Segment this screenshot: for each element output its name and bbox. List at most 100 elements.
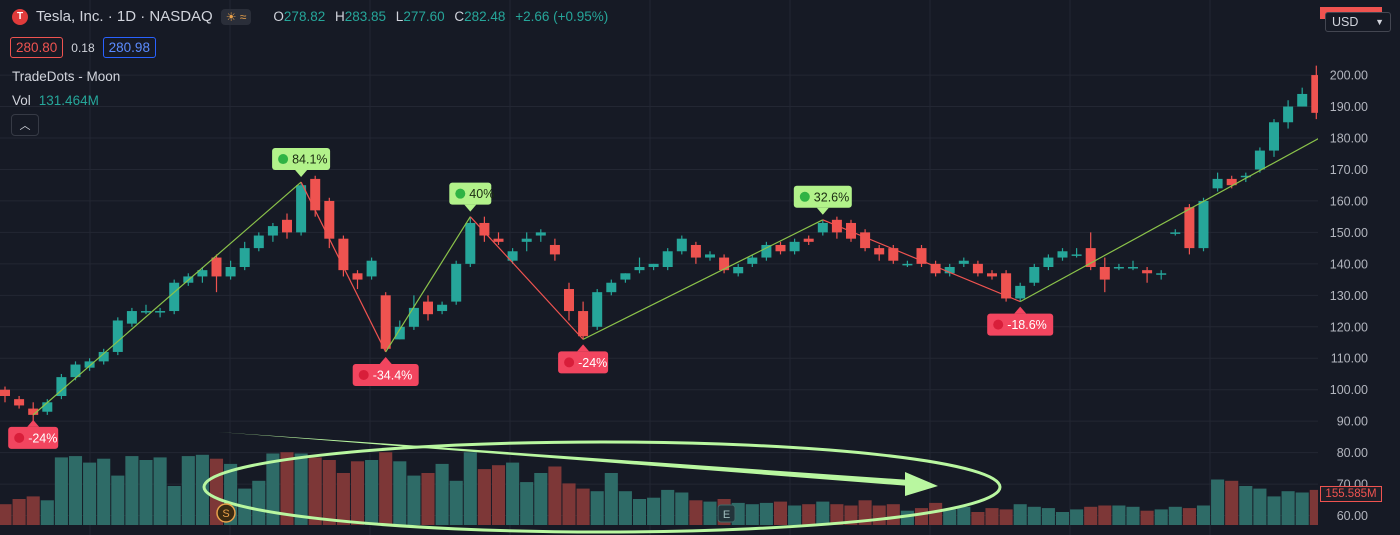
high-value: 283.85 bbox=[344, 9, 387, 24]
pivot-label-text: -34.4% bbox=[373, 368, 413, 382]
volume-bar bbox=[844, 505, 858, 525]
volume-bar bbox=[914, 508, 929, 525]
volume-bar bbox=[1055, 512, 1070, 525]
candle-body bbox=[1170, 232, 1181, 234]
low-label: L bbox=[395, 9, 404, 24]
volume-label: Vol bbox=[12, 93, 31, 108]
volume-bar bbox=[40, 500, 54, 525]
candle-body bbox=[958, 260, 969, 264]
collapse-legend-button[interactable]: ︿ bbox=[11, 114, 39, 136]
candle-body bbox=[944, 267, 955, 274]
pivot-label[interactable]: 32.6% bbox=[793, 185, 852, 215]
candle-body bbox=[817, 222, 828, 233]
volume-bar bbox=[1267, 496, 1281, 525]
volume-bar bbox=[1295, 492, 1309, 525]
zigzag-segment bbox=[32, 181, 302, 416]
candle-body bbox=[56, 377, 67, 396]
volume-bar bbox=[689, 500, 703, 525]
volume-legend[interactable]: Vol 131.464M bbox=[12, 93, 99, 108]
volume-bar bbox=[336, 473, 350, 525]
volume-bar bbox=[308, 457, 322, 525]
volume-bar bbox=[167, 486, 181, 525]
candle-body bbox=[803, 238, 814, 242]
volume-bar bbox=[1098, 505, 1112, 525]
zigzag-segment bbox=[469, 216, 584, 340]
pivot-label[interactable]: 40% bbox=[449, 182, 494, 212]
volume-bar bbox=[802, 504, 816, 525]
volume-bar bbox=[661, 489, 675, 525]
candle-body bbox=[465, 222, 476, 264]
volume-bar bbox=[957, 506, 971, 525]
candle-body bbox=[634, 267, 645, 271]
volume-bar bbox=[97, 458, 111, 525]
candle-body bbox=[98, 351, 109, 362]
candle-body bbox=[338, 238, 349, 271]
open-value: 278.82 bbox=[283, 9, 326, 24]
pivot-label-box bbox=[8, 426, 59, 449]
volume-bar bbox=[153, 457, 167, 525]
candle-body bbox=[916, 248, 927, 264]
volume-bar bbox=[943, 509, 957, 525]
green-dot-icon bbox=[799, 191, 810, 202]
volume-bar bbox=[929, 502, 943, 525]
candle-body bbox=[1099, 267, 1110, 280]
volume-bar bbox=[1196, 505, 1211, 525]
pivot-label-text: -18.6% bbox=[1007, 318, 1047, 332]
candle-body bbox=[930, 263, 941, 274]
candle-body bbox=[1113, 267, 1124, 269]
volume-bar bbox=[788, 505, 802, 525]
buy-price-button[interactable]: 280.98 bbox=[102, 37, 156, 58]
session-icon[interactable]: ☀ ≈ bbox=[220, 8, 252, 25]
earnings-marker-icon bbox=[717, 504, 736, 523]
candle-body bbox=[1198, 200, 1209, 249]
currency-select[interactable]: USD ▼ bbox=[1325, 12, 1391, 32]
annotation-arrow-shaft bbox=[218, 432, 910, 486]
volume-bar bbox=[322, 460, 336, 525]
volume-bar bbox=[266, 453, 280, 525]
price-axis-tick: 140.00 bbox=[1330, 257, 1368, 271]
candle-body bbox=[42, 402, 53, 412]
candle-body bbox=[1057, 251, 1068, 258]
volume-bar bbox=[449, 480, 463, 525]
chevron-up-icon: ︿ bbox=[19, 120, 31, 132]
pivot-label-pointer bbox=[1014, 306, 1027, 314]
zigzag-segment bbox=[385, 216, 471, 353]
candle-body bbox=[253, 235, 264, 249]
red-dot-icon bbox=[564, 357, 575, 368]
pivot-label[interactable]: -18.6% bbox=[987, 306, 1054, 336]
volume-bar bbox=[26, 496, 40, 525]
candle-body bbox=[1128, 267, 1138, 269]
candle-body bbox=[408, 307, 419, 327]
pivot-label[interactable]: 84.1% bbox=[272, 148, 331, 178]
volume-bar bbox=[365, 460, 379, 525]
red-dot-icon bbox=[358, 369, 369, 380]
candle-body bbox=[1254, 150, 1265, 170]
candle-body bbox=[197, 270, 208, 277]
pivot-label-text: -24% bbox=[28, 431, 57, 445]
price-axis-tick: 110.00 bbox=[1331, 352, 1368, 366]
pivot-label[interactable]: -24% bbox=[558, 344, 609, 374]
volume-bar bbox=[1140, 510, 1154, 525]
symbol-title[interactable]: Tesla, Inc. · 1D · NASDAQ bbox=[36, 8, 213, 25]
sell-price-button[interactable]: 280.80 bbox=[10, 37, 64, 58]
volume-bar bbox=[195, 454, 209, 525]
volume-bar bbox=[280, 452, 294, 525]
candle-body bbox=[324, 200, 335, 239]
pivot-label-pointer bbox=[379, 356, 392, 364]
candle-body bbox=[860, 232, 871, 249]
candle-body bbox=[1156, 273, 1167, 275]
volume-bar bbox=[816, 501, 830, 525]
price-axis-tick: 130.00 bbox=[1330, 289, 1368, 303]
pivot-label[interactable]: -34.4% bbox=[352, 356, 419, 386]
indicator-legend[interactable]: TradeDots - Moon bbox=[12, 69, 121, 84]
candle-body bbox=[239, 248, 250, 267]
volume-bar bbox=[477, 469, 491, 525]
volume-bar bbox=[1281, 491, 1295, 525]
pivot-label-box bbox=[558, 351, 609, 374]
pivot-label[interactable]: -24% bbox=[8, 419, 59, 449]
volume-bar bbox=[54, 457, 68, 525]
volume-bar bbox=[548, 466, 562, 525]
candle-body bbox=[733, 267, 744, 274]
